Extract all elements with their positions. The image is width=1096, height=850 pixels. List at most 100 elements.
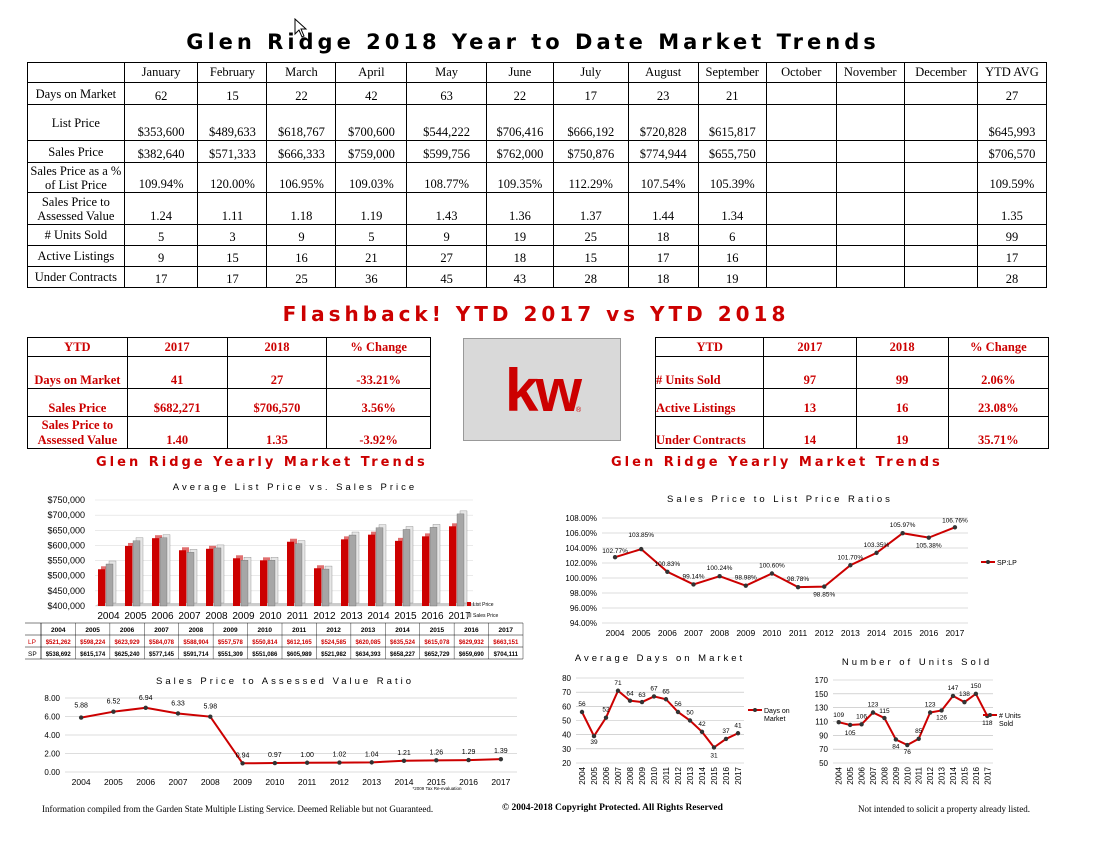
- x-tick-label: 2017: [491, 777, 510, 787]
- data-point: [847, 722, 853, 728]
- y-tick-label: 130: [815, 704, 829, 713]
- month-header: July: [552, 62, 629, 83]
- data-table-sp: $652,729: [424, 652, 450, 658]
- month-header: April: [335, 62, 408, 83]
- table-corner: [27, 62, 125, 83]
- data-table-sp: $538,692: [46, 652, 72, 658]
- series-line: [80, 706, 501, 765]
- y-tick-label: 104.00%: [565, 544, 597, 553]
- y-tick-label: 4.00: [44, 731, 60, 740]
- month-header: May: [406, 62, 487, 83]
- y-tick-label: 100.00%: [565, 574, 597, 583]
- data-label: 105.97%: [890, 522, 916, 529]
- compare-cell: 1.35: [226, 416, 328, 449]
- table-cell: $720,828: [627, 104, 699, 141]
- bar-sales-price: [213, 547, 222, 607]
- data-point: [870, 710, 876, 715]
- data-point: [926, 535, 931, 540]
- y-tick-label: 96.00%: [570, 604, 597, 613]
- compare-header: % Change: [326, 337, 431, 357]
- data-point: [466, 757, 471, 763]
- table-cell: 42: [335, 82, 408, 105]
- svg-text:®: ®: [576, 406, 582, 414]
- x-tick-label: 2012: [815, 628, 834, 638]
- table-cell: 63: [406, 82, 487, 105]
- month-header: January: [123, 62, 199, 83]
- page-title: Glen Ridge 2018 Year to Date Market Tren…: [186, 30, 880, 54]
- compare-cell: 3.56%: [326, 388, 431, 417]
- data-table-lp: $524,585: [321, 640, 347, 646]
- month-header: December: [903, 62, 978, 83]
- table-cell: 5: [123, 224, 199, 246]
- data-label: 1.39: [494, 748, 508, 755]
- assessed-value-chart: Sales Price to Assessed Value Ratio 0.00 2…: [44, 676, 517, 791]
- bar-list-price: [125, 545, 132, 606]
- data-table-year: 2014: [395, 627, 410, 634]
- data-table-year: 2006: [120, 627, 135, 634]
- table-row: Sales Price to Assessed Value 1.24 1.11 1.1…: [27, 192, 1048, 225]
- table-cell: 6: [697, 224, 767, 246]
- table-cell: 112.29%: [552, 162, 629, 193]
- data-point: [498, 756, 504, 762]
- data-label: 150: [970, 683, 981, 690]
- table-cell: $750,876: [552, 140, 629, 163]
- compare-row: Days on Market 41 27 -33.21%: [27, 356, 431, 389]
- table-row: List Price $353,600 $489,633 $618,767 $700,6…: [27, 104, 1048, 141]
- data-table-sp: $605,989: [287, 652, 313, 658]
- kw-logo: kw ®: [463, 338, 621, 441]
- data-point: [369, 760, 374, 765]
- data-table-year: 2009: [223, 627, 238, 634]
- data-point: [78, 715, 84, 720]
- x-tick-label: 2010: [762, 628, 781, 638]
- list-vs-sales-bar-chart: Average List Price vs. Sales Price $400,0…: [25, 482, 524, 660]
- table-cell: [835, 245, 905, 267]
- x-tick-label: 2008: [626, 766, 635, 784]
- data-point: [950, 693, 956, 699]
- data-label: 126: [936, 714, 947, 721]
- table-cell: 1.36: [485, 192, 554, 225]
- table-cell: 62: [123, 82, 199, 105]
- x-tick-label: 2006: [151, 611, 174, 622]
- monthly-trends-table: January February March April May June July Augu…: [27, 62, 1048, 288]
- data-point: [735, 731, 741, 736]
- compare-cell: 97: [763, 356, 857, 389]
- x-tick-label: 2006: [602, 766, 611, 784]
- data-label: 56: [578, 701, 586, 708]
- table-cell: $618,767: [266, 104, 337, 141]
- compare-row: Sales Price $682,271 $706,570 3.56%: [27, 388, 431, 417]
- compare-cell: Under Contracts: [654, 416, 765, 449]
- table-cell: 1.18: [266, 192, 337, 225]
- compare-cell: $706,570: [226, 388, 328, 417]
- table-cell: $645,993: [976, 104, 1048, 141]
- table-cell: $571,333: [197, 140, 268, 163]
- data-label: 0.94: [236, 752, 250, 759]
- section-title-left: Glen Ridge Yearly Market Trends: [96, 455, 428, 470]
- data-table-sp: $591,714: [183, 652, 209, 658]
- table-cell: $599,756: [406, 140, 487, 163]
- x-tick-label: 2008: [880, 766, 889, 784]
- table-cell: 15: [552, 245, 629, 267]
- table-cell: 36: [335, 266, 408, 288]
- compare-cell: 99: [855, 356, 949, 389]
- x-tick-label: 2013: [362, 777, 381, 787]
- table-cell: [765, 162, 837, 193]
- compare-cell: # Units Sold: [654, 356, 765, 389]
- y-tick-label: 108.00%: [565, 514, 597, 523]
- data-point: [651, 694, 657, 699]
- table-cell: 1.44: [627, 192, 699, 225]
- x-tick-label: 2013: [686, 766, 695, 784]
- compare-cell: 2.06%: [947, 356, 1050, 389]
- data-label: 100.24%: [707, 565, 733, 572]
- table-cell: [765, 82, 837, 105]
- data-label: 123: [868, 702, 879, 709]
- table-cell: 18: [627, 266, 699, 288]
- x-tick-label: 2004: [578, 766, 587, 784]
- data-point: [663, 697, 669, 702]
- compare-header: YTD: [654, 337, 765, 357]
- data-label: 0.97: [268, 752, 282, 759]
- data-label: 50: [686, 710, 694, 717]
- table-cell: 28: [976, 266, 1048, 288]
- table-cell: 1.11: [197, 192, 268, 225]
- chart-title: Sales Price to List Price Ratios: [667, 494, 893, 505]
- y-tick-label: $600,000: [47, 540, 85, 550]
